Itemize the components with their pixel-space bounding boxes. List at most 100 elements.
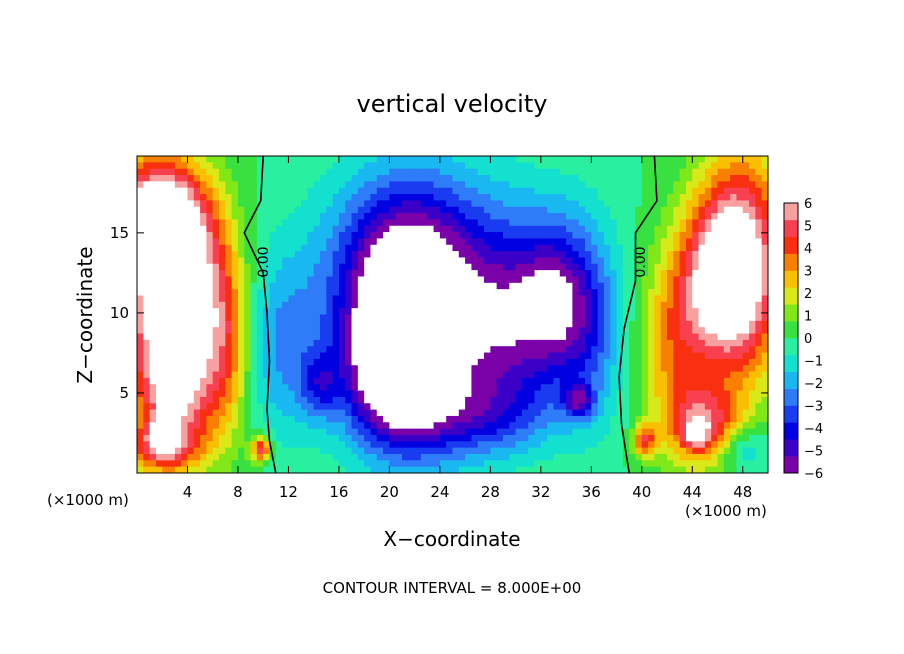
- heatmap-cell: [383, 441, 390, 449]
- heatmap-cell: [603, 371, 611, 379]
- heatmap-cell: [685, 308, 693, 316]
- heatmap-cell: [301, 244, 308, 252]
- heatmap-cell: [717, 219, 725, 227]
- heatmap-cell: [263, 352, 271, 360]
- heatmap-cell: [679, 276, 687, 284]
- heatmap-cell: [502, 434, 510, 442]
- heatmap-cell: [313, 365, 321, 373]
- heatmap-cell: [490, 422, 498, 430]
- heatmap-cell: [155, 263, 163, 271]
- heatmap-cell: [294, 403, 302, 411]
- heatmap-cell: [181, 263, 189, 271]
- heatmap-cell: [635, 333, 643, 341]
- heatmap-cell: [225, 434, 233, 442]
- heatmap-cell: [749, 339, 756, 347]
- heatmap-cell: [685, 415, 693, 423]
- heatmap-cell: [137, 244, 144, 252]
- heatmap-cell: [187, 168, 195, 176]
- heatmap-cell: [149, 206, 157, 214]
- heatmap-cell: [414, 434, 422, 442]
- heatmap-cell: [389, 333, 397, 341]
- heatmap-cell: [168, 156, 176, 163]
- heatmap-cell: [654, 339, 662, 347]
- heatmap-cell: [345, 181, 353, 189]
- heatmap-cell: [395, 396, 403, 404]
- heatmap-cell: [206, 352, 214, 360]
- heatmap-cell: [357, 219, 365, 227]
- heatmap-cell: [370, 422, 378, 430]
- heatmap-cell: [250, 333, 258, 341]
- heatmap-cell: [149, 441, 157, 449]
- heatmap-cell: [553, 409, 561, 417]
- heatmap-cell: [648, 434, 656, 442]
- heatmap-cell: [761, 308, 768, 316]
- heatmap-cell: [370, 453, 378, 461]
- heatmap-cell: [597, 232, 605, 240]
- heatmap-cell: [219, 194, 226, 201]
- heatmap-cell: [761, 390, 768, 398]
- heatmap-cell: [408, 232, 416, 240]
- heatmap-cell: [711, 396, 719, 404]
- heatmap-cell: [585, 219, 592, 227]
- heatmap-cell: [357, 194, 365, 201]
- heatmap-cell: [155, 390, 163, 398]
- heatmap-cell: [591, 453, 599, 461]
- heatmap-cell: [566, 415, 573, 423]
- heatmap-cell: [559, 181, 567, 189]
- heatmap-cell: [521, 308, 529, 316]
- heatmap-cell: [616, 162, 624, 170]
- heatmap-cell: [200, 200, 208, 208]
- heatmap-cell: [408, 384, 416, 392]
- heatmap-cell: [477, 156, 485, 163]
- heatmap-cell: [143, 415, 151, 423]
- heatmap-cell: [616, 441, 624, 449]
- heatmap-cell: [200, 384, 208, 392]
- heatmap-cell: [730, 415, 738, 423]
- heatmap-cell: [667, 219, 674, 227]
- heatmap-cell: [307, 327, 315, 335]
- heatmap-cell: [717, 244, 725, 252]
- heatmap-cell: [174, 175, 182, 182]
- heatmap-cell: [547, 251, 555, 259]
- heatmap-cell: [370, 219, 378, 227]
- heatmap-cell: [427, 270, 435, 278]
- heatmap-cell: [667, 415, 674, 423]
- heatmap-cell: [471, 238, 479, 246]
- heatmap-cell: [616, 270, 624, 278]
- heatmap-cell: [395, 263, 403, 271]
- heatmap-cell: [319, 257, 327, 265]
- heatmap-cell: [547, 263, 555, 271]
- heatmap-cell: [319, 409, 327, 417]
- heatmap-cell: [654, 162, 662, 170]
- heatmap-cell: [692, 447, 700, 455]
- heatmap-cell: [502, 257, 510, 265]
- heatmap-cell: [275, 422, 283, 430]
- heatmap-cell: [578, 270, 586, 278]
- heatmap-cell: [376, 276, 384, 284]
- heatmap-cell: [629, 263, 637, 271]
- heatmap-cell: [572, 308, 580, 316]
- heatmap-cell: [515, 200, 523, 208]
- heatmap-cell: [345, 390, 353, 398]
- heatmap-cell: [515, 206, 523, 214]
- heatmap-cell: [155, 365, 163, 373]
- heatmap-cell: [471, 384, 479, 392]
- heatmap-cell: [364, 187, 372, 195]
- heatmap-cell: [509, 194, 517, 201]
- heatmap-cell: [408, 225, 416, 233]
- heatmap-cell: [168, 422, 176, 430]
- heatmap-cell: [370, 257, 378, 265]
- heatmap-cell: [357, 156, 365, 163]
- heatmap-cell: [256, 422, 264, 430]
- heatmap-cell: [528, 168, 536, 176]
- heatmap-cell: [446, 219, 454, 227]
- heatmap-cell: [591, 238, 599, 246]
- heatmap-cell: [446, 428, 454, 436]
- heatmap-cell: [742, 447, 750, 455]
- heatmap-cell: [200, 168, 208, 176]
- heatmap-cell: [654, 270, 662, 278]
- heatmap-cell: [534, 358, 542, 366]
- heatmap-cell: [376, 365, 384, 373]
- heatmap-cell: [288, 263, 296, 271]
- heatmap-cell: [288, 415, 296, 423]
